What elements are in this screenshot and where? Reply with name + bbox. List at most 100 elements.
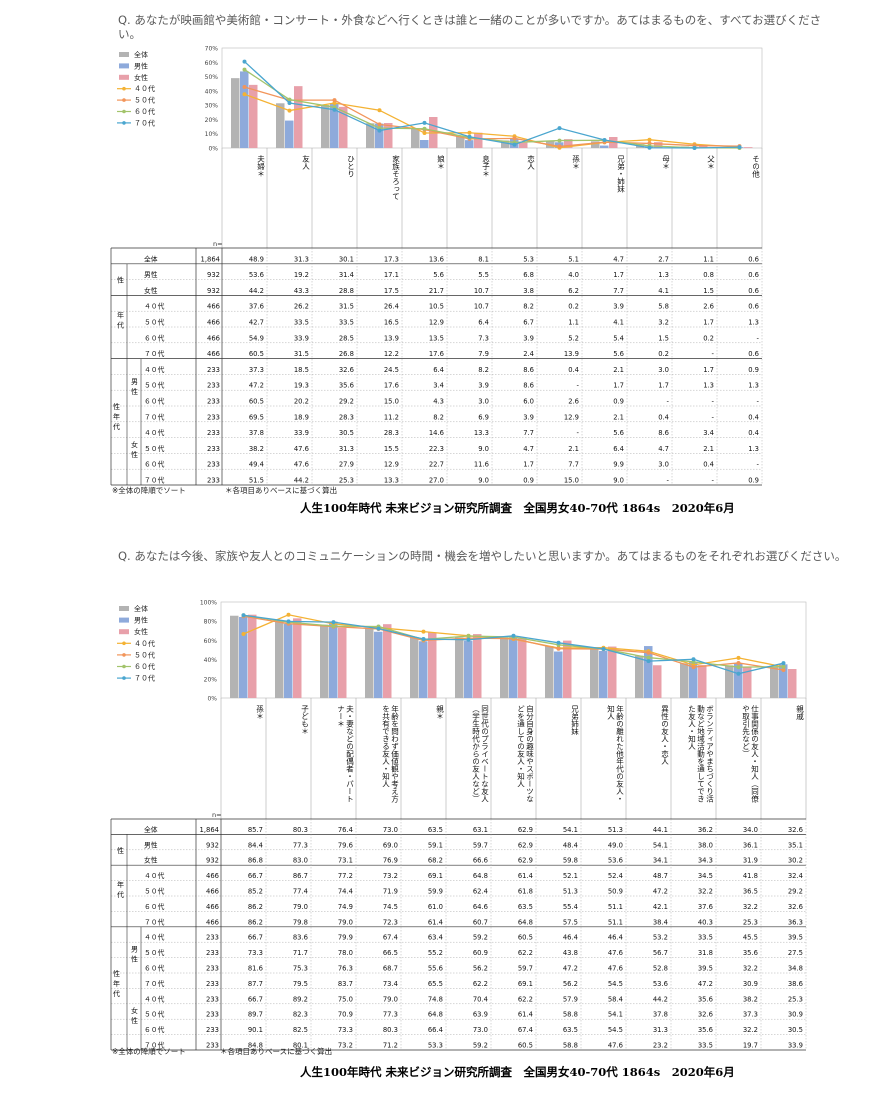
row-label: ５０代 — [144, 381, 165, 390]
table-cell: 89.7 — [248, 1011, 263, 1019]
table-cell: 84.4 — [248, 841, 263, 849]
point-４０代 — [421, 629, 426, 634]
table-cell: 11.2 — [384, 413, 399, 421]
point-７０代 — [646, 659, 651, 664]
point-７０代 — [781, 661, 786, 666]
table-cell: 18.9 — [294, 413, 309, 421]
point-７０代 — [466, 637, 471, 642]
table-cell: 53.6 — [249, 271, 264, 279]
legend-label: ７０代 — [134, 674, 155, 683]
table-cell: 0.6 — [748, 287, 759, 295]
row-label: ４０代 — [144, 933, 165, 942]
table-cell: 3.2 — [658, 319, 669, 327]
table-cell: 24.5 — [384, 366, 399, 374]
table-cell: 33.5 — [698, 1042, 713, 1050]
table-cell: 3.9 — [523, 334, 534, 342]
table-cell: 51.1 — [608, 918, 623, 926]
point-７０代 — [557, 126, 562, 131]
table-cell: 0.9 — [748, 366, 759, 374]
table-cell: 2.4 — [523, 350, 534, 358]
table-cell: 86.2 — [248, 903, 263, 911]
table-cell: 86.7 — [293, 872, 308, 880]
table-cell: 32.2 — [743, 965, 758, 973]
table-cell: 3.8 — [523, 287, 534, 295]
row-label: ６０代 — [144, 964, 165, 973]
bar-女性 — [383, 624, 392, 698]
point-６０代 — [287, 97, 292, 102]
table-cell: 19.7 — [743, 1042, 758, 1050]
legend-label: ６０代 — [134, 662, 155, 671]
table-cell: 60.5 — [518, 934, 533, 942]
table-cell: 60.5 — [518, 1042, 533, 1050]
row-label: ６０代 — [144, 902, 165, 911]
table-cell: 35.6 — [698, 995, 713, 1003]
table-cell: 9.0 — [613, 477, 624, 485]
table-cell: 74.4 — [338, 888, 353, 896]
point-５０代 — [646, 650, 651, 655]
note-sort-2: ※全体の降順でソート — [112, 1047, 186, 1056]
group-label: 性 — [131, 387, 138, 396]
row-n: 233 — [206, 995, 219, 1003]
table-cell: 51.3 — [563, 888, 578, 896]
line-７０代 — [244, 61, 740, 149]
table-cell: 10.7 — [474, 303, 489, 311]
bar-全体 — [590, 648, 599, 698]
table-cell: 31.3 — [294, 255, 309, 263]
table-cell: 66.7 — [248, 934, 263, 942]
table-cell: 36.3 — [788, 918, 803, 926]
table-cell: 0.2 — [703, 334, 714, 342]
bar-女性 — [384, 123, 393, 148]
table-cell: 5.6 — [613, 350, 624, 358]
table-cell: 6.7 — [523, 319, 534, 327]
bar-女性 — [608, 646, 617, 698]
bar-女性 — [564, 139, 573, 148]
column-label: その他 — [751, 155, 760, 179]
row-label: ６０代 — [144, 333, 165, 342]
bar-男性 — [554, 651, 563, 698]
table-cell: 30.9 — [743, 980, 758, 988]
table-cell: 70.4 — [473, 995, 488, 1003]
table-cell: 35.6 — [743, 949, 758, 957]
group-label: 男 — [131, 945, 138, 953]
bar-男性 — [239, 616, 248, 698]
table-cell: 58.8 — [563, 1011, 578, 1019]
table-cell: 54.5 — [608, 1026, 623, 1034]
group-label: 年 — [117, 311, 124, 320]
table-cell: 8.1 — [478, 255, 489, 263]
table-cell: 7.9 — [478, 350, 489, 358]
table-cell: 38.2 — [743, 995, 758, 1003]
table-cell: 28.3 — [339, 413, 354, 421]
point-７０代 — [421, 637, 426, 642]
group-label: 性 — [131, 450, 138, 459]
table-cell: 63.1 — [473, 826, 488, 834]
table-cell: 66.6 — [473, 857, 488, 865]
bar-女性 — [338, 627, 347, 698]
table-cell: 79.0 — [383, 995, 398, 1003]
table-cell: 61.4 — [518, 872, 533, 880]
chart-section-1: 70%60%50%40%30%20%10%0%全体男性女性４０代５０代６０代７０… — [110, 46, 763, 486]
table-cell: 72.3 — [383, 918, 398, 926]
bar-女性 — [698, 665, 707, 698]
table-cell: 31.4 — [339, 271, 354, 279]
column-label: 仕事関係の友人・知人（同僚 — [750, 704, 759, 803]
table-cell: 90.1 — [248, 1026, 263, 1034]
bar-男性 — [284, 623, 293, 698]
table-cell: 8.6 — [523, 382, 534, 390]
row-n: 466 — [207, 319, 220, 327]
table-cell: 73.2 — [338, 1042, 353, 1050]
table-cell: 18.5 — [294, 366, 309, 374]
table-cell: 47.2 — [653, 888, 668, 896]
column-label: 家族そろって — [391, 154, 400, 201]
table-cell: 33.9 — [294, 429, 309, 437]
legend-label: ４０代 — [134, 84, 155, 93]
point-６０代 — [331, 624, 336, 629]
table-cell: 48.4 — [563, 841, 578, 849]
table-cell: 69.1 — [518, 980, 533, 988]
table-cell: 0.4 — [703, 461, 714, 469]
table-cell: 44.2 — [294, 477, 309, 485]
table-cell: 5.8 — [658, 303, 669, 311]
table-cell: 6.4 — [478, 319, 489, 327]
table-cell: 77.3 — [293, 841, 308, 849]
legend-marker — [122, 664, 126, 669]
table-cell: 41.8 — [743, 872, 758, 880]
